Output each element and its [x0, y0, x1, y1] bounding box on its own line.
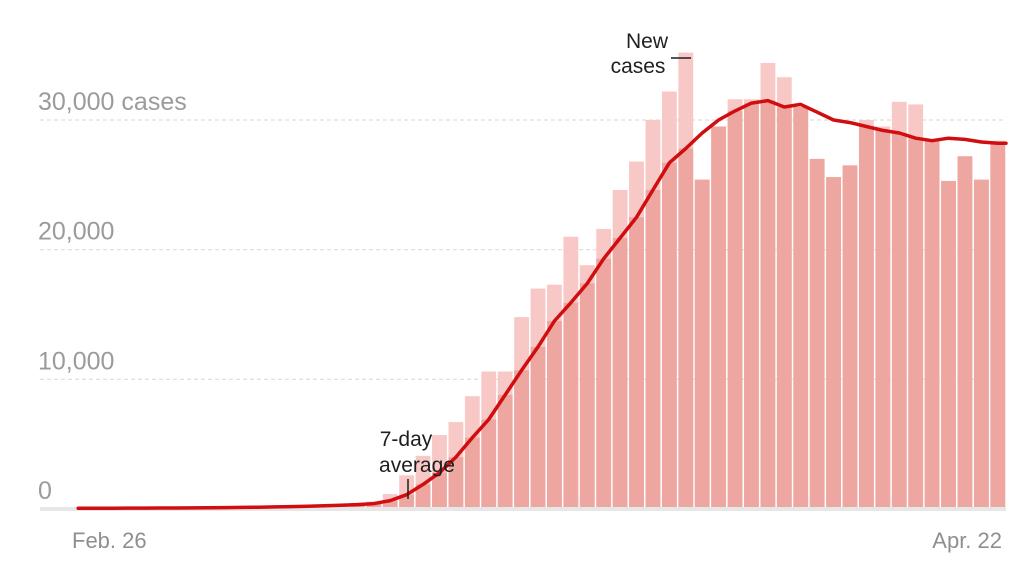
average-fill-bar [908, 138, 924, 510]
average-fill-bars [70, 100, 1006, 510]
average-fill-bar [842, 165, 858, 509]
baseline [40, 507, 1006, 511]
new-cases-label-line1: New [626, 30, 669, 53]
average-fill-bar [432, 472, 447, 509]
average-fill-bar [415, 484, 431, 509]
average-fill-bar [957, 156, 973, 509]
average-fill-bar [973, 179, 989, 509]
x-tick-end: Apr. 22 [932, 528, 1002, 553]
average-fill-bar [366, 503, 382, 509]
y-tick-label: 10,000 [38, 347, 114, 375]
average-fill-bar [530, 346, 546, 509]
seven-day-average-line [76, 98, 1008, 510]
average-fill-bar [399, 494, 415, 509]
new-cases-label-line2: cases [611, 55, 666, 78]
average-fill-bar [563, 302, 579, 509]
average-fill-bar [629, 217, 644, 509]
average-fill-bar [744, 103, 759, 509]
average-fill-bar [464, 437, 480, 509]
average-fill-bar [661, 162, 677, 510]
average-fill-bar [349, 504, 365, 509]
y-tick-label: 20,000 [38, 218, 114, 246]
average-fill-bar [382, 500, 398, 509]
average-fill-bar [891, 132, 907, 509]
average-fill-bar [793, 107, 809, 510]
average-fill-bar [809, 158, 825, 509]
average-fill-bar [497, 394, 513, 509]
seven-day-annotation: 7-day average [379, 428, 455, 499]
average-fill-bar [859, 126, 874, 509]
average-fill-bar [645, 190, 661, 509]
average-fill-bar [990, 143, 1006, 509]
seven-day-label-line1: 7-day [380, 428, 433, 451]
average-fill-bar [678, 148, 694, 509]
average-fill-bar [448, 457, 464, 509]
y-axis-ticks: 0 10,000 20,000 30,000 cases [38, 88, 187, 505]
average-fill-bar [481, 419, 497, 509]
y-tick-label: 30,000 cases [38, 88, 187, 116]
average-fill-bar [514, 370, 529, 509]
average-fill-bar [760, 100, 776, 510]
x-tick-start: Feb. 26 [72, 528, 147, 553]
average-fill-bar [547, 320, 562, 509]
average-fill-bar [711, 126, 727, 509]
seven-day-label-line2: average [379, 454, 455, 477]
new-cases-annotation: New cases [611, 30, 691, 78]
average-fill-bar [826, 177, 841, 509]
y-tick-label: 0 [38, 477, 52, 505]
average-fill-bar [776, 107, 792, 510]
average-fill-bar [941, 180, 956, 509]
average-fill-bar [694, 179, 710, 509]
average-fill-bar [596, 258, 612, 509]
average-fill-bar [924, 140, 940, 509]
average-fill-bar [727, 110, 743, 509]
average-fill-bar [612, 237, 628, 509]
average-fill-bar [875, 130, 891, 509]
average-fill-bar [579, 283, 595, 509]
